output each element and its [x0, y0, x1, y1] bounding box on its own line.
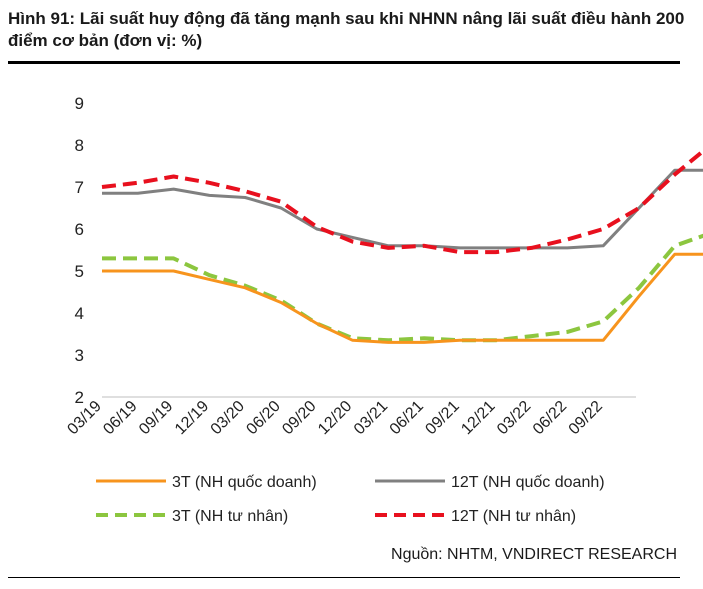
x-axis-ticks: 03/1906/1909/1912/1903/2006/2009/2012/20… [64, 398, 606, 438]
x-tick-label: 09/19 [136, 398, 176, 438]
x-tick-label: 09/21 [422, 398, 462, 438]
y-axis-ticks: 2 3 4 5 6 7 8 9 [75, 94, 84, 407]
y-tick-label: 8 [75, 136, 84, 155]
x-tick-label: 06/22 [530, 398, 570, 438]
y-tick-label: 4 [75, 304, 84, 323]
x-tick-label: 12/19 [172, 398, 212, 438]
bottom-rule [8, 577, 680, 578]
y-tick-label: 6 [75, 220, 84, 239]
source-note: Nguồn: NHTM, VNDIRECT RESEARCH [391, 546, 677, 563]
series-line-2 [102, 233, 703, 343]
chart-title: Hình 91: Lãi suất huy động đã tăng mạnh … [8, 9, 685, 50]
title-underline [8, 61, 680, 64]
y-tick-label: 9 [75, 94, 84, 113]
x-tick-label: 09/22 [566, 398, 606, 438]
y-tick-label: 5 [75, 262, 84, 281]
legend-label: 3T (NH quốc doanh) [172, 474, 317, 491]
x-tick-label: 03/19 [64, 398, 104, 438]
legend-label: 12T (NH quốc doanh) [451, 474, 605, 491]
y-tick-label: 2 [75, 388, 84, 407]
x-tick-label: 06/21 [387, 398, 427, 438]
y-tick-label: 7 [75, 178, 84, 197]
x-tick-label: 12/20 [315, 398, 355, 438]
chart-legend: 3T (NH quốc doanh) 12T (NH quốc doanh) 3T … [96, 474, 605, 525]
series-line-1 [102, 168, 703, 250]
legend-label: 3T (NH tư nhân) [172, 508, 288, 525]
x-tick-label: 09/20 [279, 398, 319, 438]
series-lines [101, 148, 703, 344]
x-tick-label: 06/19 [100, 398, 140, 438]
x-tick-label: 06/20 [243, 398, 283, 438]
series-line-0 [102, 252, 703, 344]
x-tick-label: 12/21 [458, 398, 498, 438]
x-tick-label: 03/21 [351, 398, 391, 438]
x-tick-label: 03/20 [208, 398, 248, 438]
y-tick-label: 3 [75, 346, 84, 365]
series-line-3 [101, 148, 703, 255]
x-tick-label: 03/22 [494, 398, 534, 438]
legend-label: 12T (NH tư nhân) [451, 508, 576, 525]
